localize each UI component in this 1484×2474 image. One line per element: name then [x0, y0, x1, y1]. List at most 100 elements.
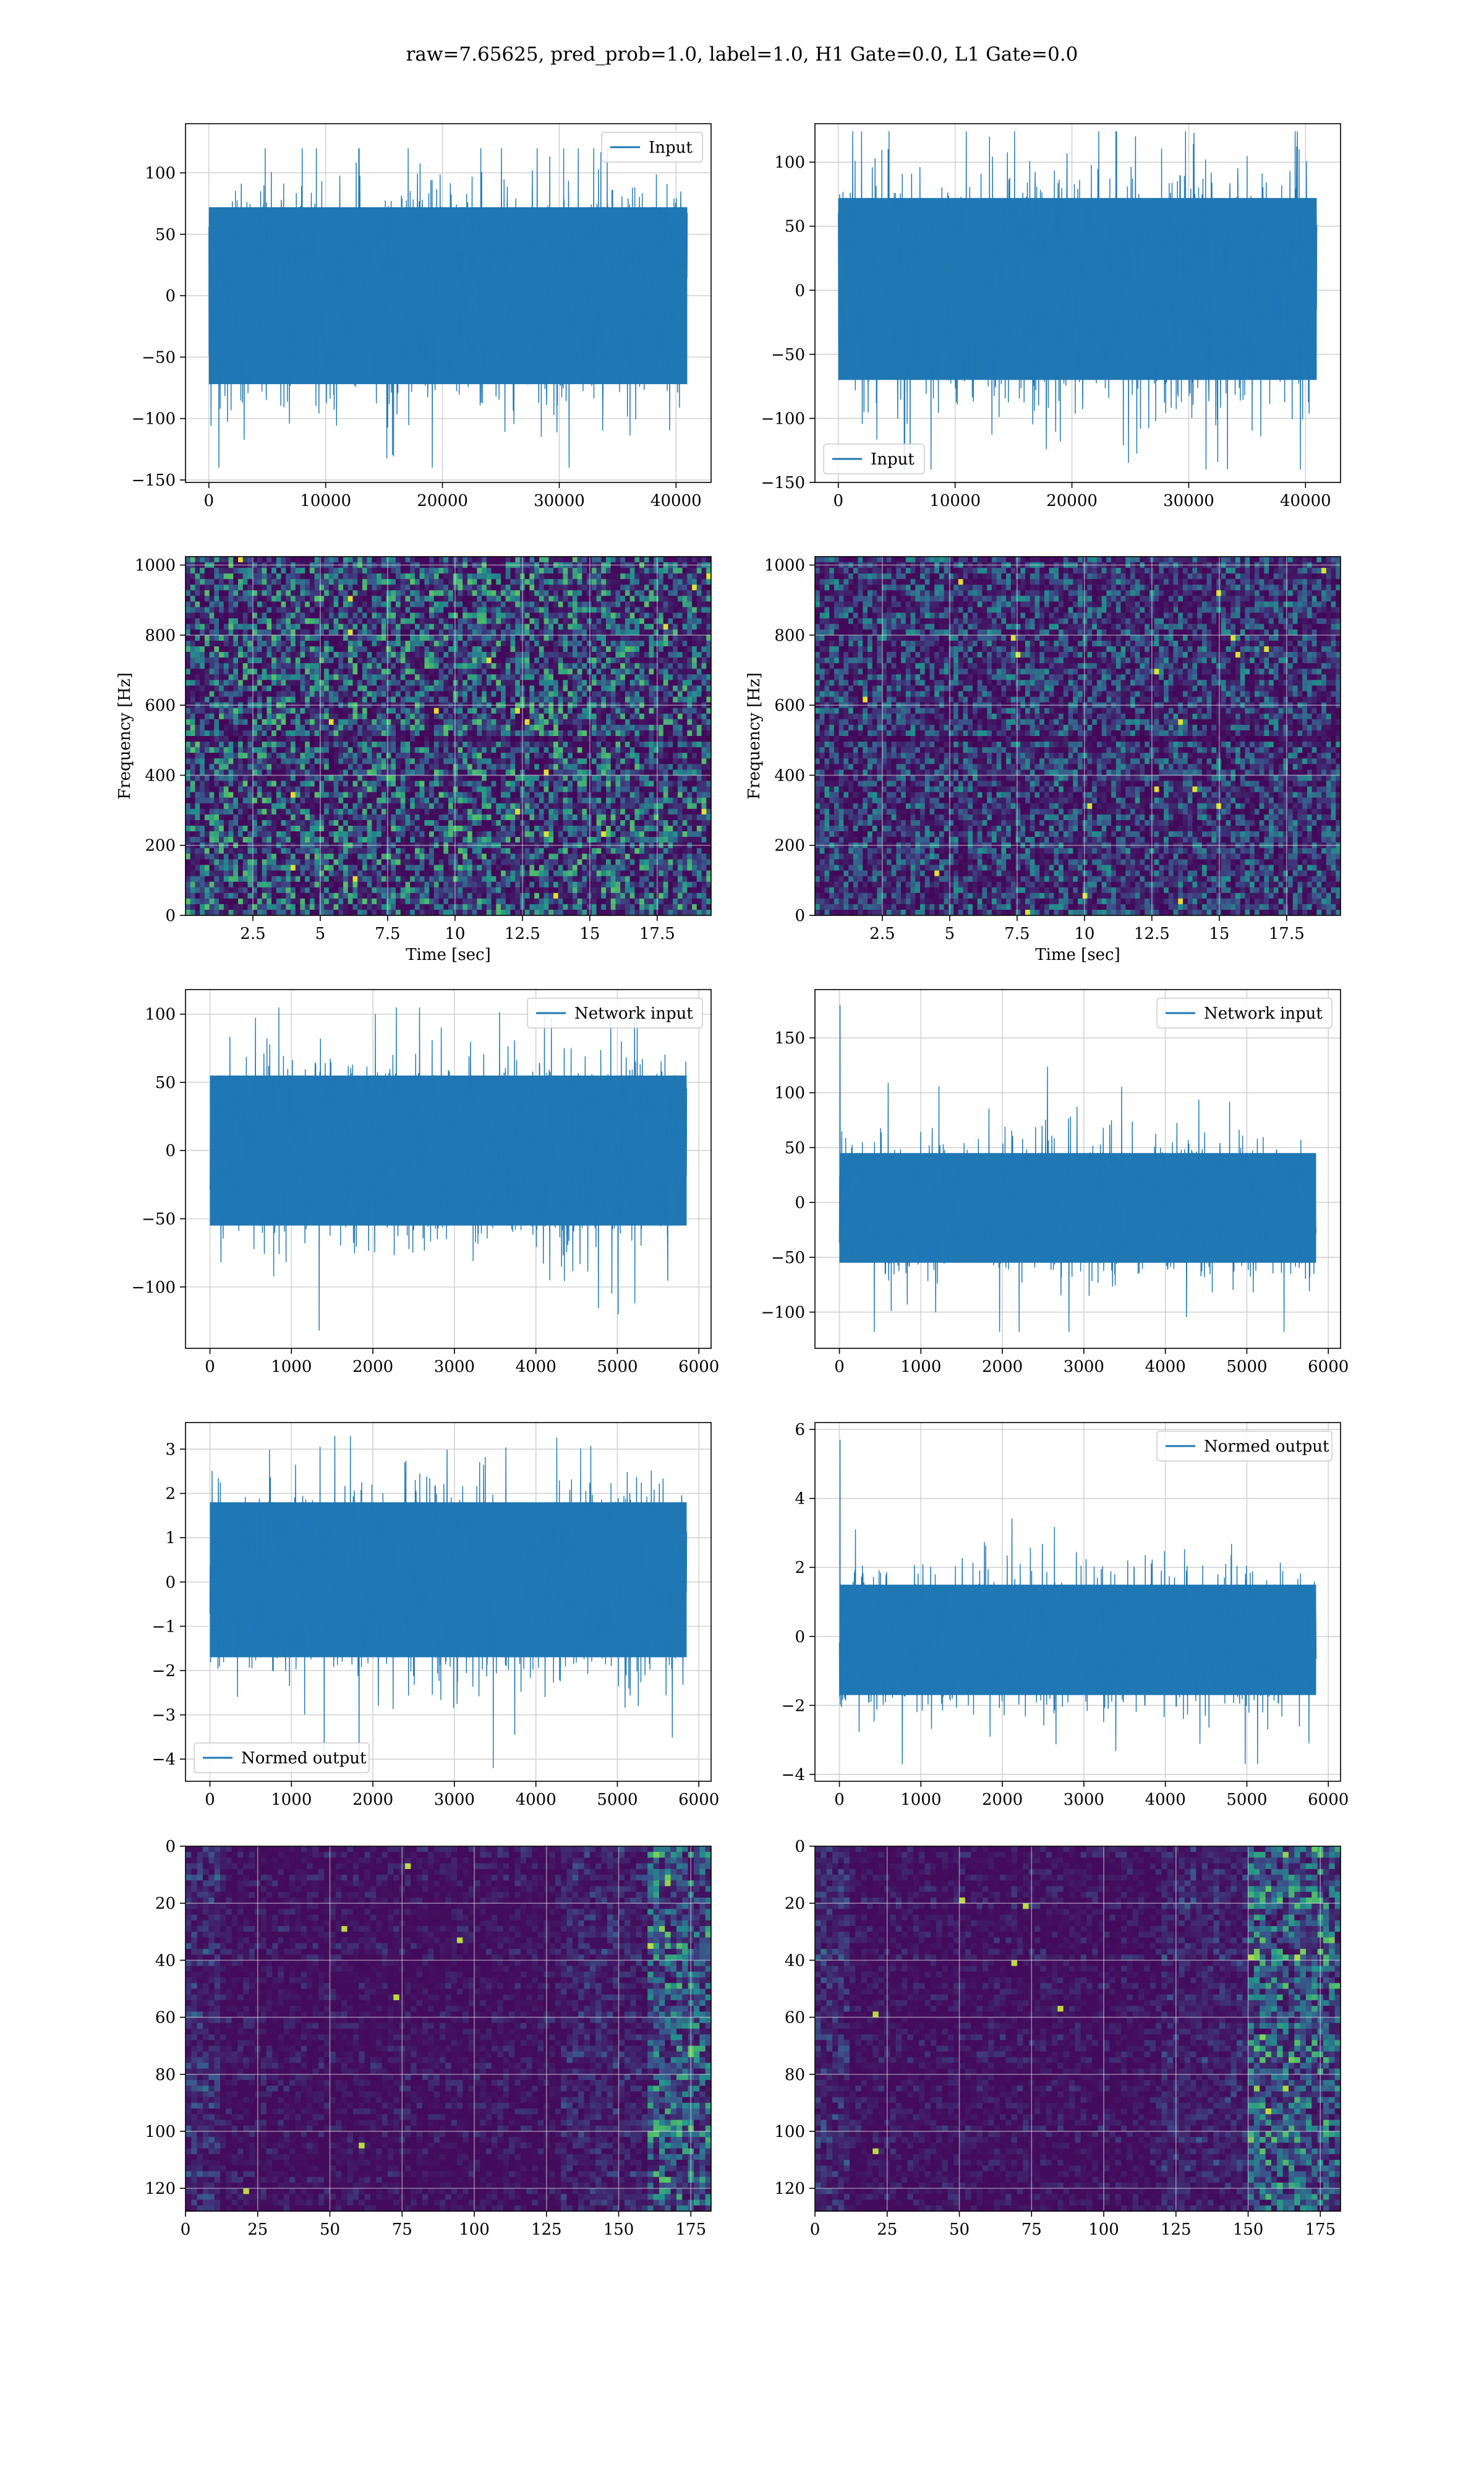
h1-spectrogram-xlabel: Time [sec] [406, 946, 491, 964]
l1-spectrogram-ylabel: Frequency [Hz] [745, 672, 764, 800]
l1-input-ytick-label: −100 [761, 409, 805, 428]
l1-spectrogram-frame [814, 556, 1341, 916]
l1-normed-output-ytick-label: −2 [782, 1697, 805, 1715]
h1-input-ytick-label: 50 [155, 226, 176, 244]
h1-spectrogram-xtick-label: 7.5 [375, 925, 400, 943]
h1-input-xtick-label: 40000 [650, 492, 702, 510]
l1-input-signal-line [838, 131, 1318, 470]
h1-network-input-ytick-label: 100 [145, 1006, 176, 1024]
h1-spectrogram-frame [185, 556, 712, 916]
h1-feature-map-xtick-label: 0 [181, 2220, 191, 2239]
l1-spectrogram-xlabel: Time [sec] [1035, 946, 1120, 964]
h1-feature-map-chart: 0 25 50 75 100 125 150 175 0 20 40 60 80 100 120 [145, 1838, 712, 2239]
h1-feature-map-ytick-label: 80 [155, 2066, 176, 2084]
h1-normed-output-xtick-label: 0 [205, 1791, 215, 1809]
l1-input-xtick-label: 20000 [1046, 492, 1098, 510]
h1-spectrogram-panel: 2.5 5 7.5 10 12.5 15 17.5 0 200 400 600 800 1000 Time… [111, 544, 723, 980]
l1-normed-output-ytick-label: 4 [795, 1490, 805, 1509]
l1-spectrogram-xtick-label: 10 [1074, 925, 1094, 943]
h1-network-input-chart: 0 1000 2000 3000 4000 5000 6000 −100 −50 0 50 100 Ne… [132, 989, 719, 1376]
l1-spectrogram-heatmap-cells [815, 557, 1341, 915]
h1-feature-map-ytick-label: 40 [155, 1951, 176, 1970]
l1-normed-output-xtick-label: 6000 [1308, 1791, 1349, 1809]
l1-feature-map-chart: 0 25 50 75 100 125 150 175 0 20 40 60 80 100 120 [774, 1838, 1341, 2239]
l1-feature-map-xtick-label: 100 [1088, 2220, 1119, 2239]
l1-input-legend-label: Input [871, 450, 915, 469]
h1-network-input-xtick-label: 4000 [516, 1358, 556, 1376]
l1-network-input-ytick-label: 0 [795, 1194, 805, 1212]
l1-normed-output-xtick-label: 1000 [900, 1791, 941, 1809]
l1-normed-output-ytick-label: 0 [795, 1628, 805, 1646]
l1-normed-output-ytick-label: 6 [795, 1421, 805, 1439]
l1-normed-output-xtick-label: 5000 [1226, 1791, 1267, 1809]
h1-feature-map-gridlines [185, 1846, 711, 2211]
l1-feature-map-ytick-label: 20 [785, 1894, 805, 1913]
h1-normed-output-ytick-label: 3 [165, 1440, 176, 1459]
l1-feature-map-frame [814, 1846, 1341, 2212]
h1-input-xtick-label: 10000 [300, 492, 351, 510]
h1-normed-output-chart: 0 1000 2000 3000 4000 5000 6000 −4 −3 −2 −1 0 1 2 3 Nor… [152, 1422, 719, 1809]
l1-spectrogram-ytick-label: 400 [774, 766, 805, 785]
h1-network-input-panel: 0 1000 2000 3000 4000 5000 6000 −100 −50 0 50 100 Ne… [111, 977, 723, 1413]
h1-feature-map-xtick-label: 100 [459, 2220, 490, 2239]
h1-feature-map-xtick-label: 25 [247, 2220, 268, 2239]
h1-input-xtick-label: 30000 [534, 492, 585, 510]
h1-spectrogram-xtick-label: 17.5 [639, 925, 675, 943]
h1-network-input-ytick-label: 0 [165, 1142, 176, 1160]
l1-network-input-xtick-label: 2000 [982, 1358, 1023, 1376]
l1-network-input-signal-line [838, 1004, 1317, 1332]
l1-normed-output-xtick-label: 0 [834, 1791, 845, 1809]
l1-spectrogram-xtick-label: 2.5 [869, 925, 895, 943]
l1-input-ytick-label: −50 [771, 346, 805, 364]
h1-normed-output-ytick-label: −1 [152, 1617, 176, 1636]
h1-normed-output-signal-line [209, 1436, 688, 1768]
h1-normed-output-frame [185, 1422, 712, 1782]
l1-network-input-xtick-label: 3000 [1064, 1358, 1104, 1376]
l1-spectrogram-xtick-label: 12.5 [1134, 925, 1170, 943]
h1-input-ytick-label: 0 [165, 287, 176, 306]
h1-network-input-signal-line [209, 1007, 688, 1331]
l1-spectrogram-ytick-label: 1000 [764, 557, 805, 575]
h1-feature-map-ytick-label: 120 [145, 2180, 176, 2198]
l1-network-input-ytick-label: 150 [774, 1029, 805, 1048]
l1-feature-map-xtick-label: 150 [1233, 2220, 1264, 2239]
h1-feature-map-ytick-label: 60 [155, 2009, 176, 2027]
h1-spectrogram-ytick-label: 400 [145, 766, 176, 785]
l1-network-input-legend: Network input [1156, 998, 1333, 1029]
l1-feature-map-xtick-label: 75 [1021, 2220, 1042, 2239]
h1-feature-map-xtick-label: 175 [675, 2220, 706, 2239]
l1-feature-map-ytick-label: 100 [774, 2123, 805, 2141]
h1-normed-output-ytick-label: −3 [152, 1706, 176, 1725]
l1-network-input-ytick-label: 100 [774, 1084, 805, 1103]
l1-feature-map-ytick-label: 40 [785, 1951, 805, 1970]
l1-input-panel: 0 10000 20000 30000 40000 −150 −100 −50 0 50 100 In… [741, 111, 1353, 547]
h1-network-input-xtick-label: 1000 [271, 1358, 312, 1376]
l1-spectrogram-ytick-label: 800 [774, 627, 805, 645]
l1-network-input-xtick-label: 0 [834, 1358, 845, 1376]
h1-input-ytick-label: 100 [145, 164, 176, 182]
l1-feature-map-ytick-label: 60 [785, 2009, 805, 2027]
h1-input-legend: Input [601, 132, 703, 163]
l1-normed-output-legend: Normed output [1156, 1431, 1333, 1462]
h1-normed-output-xtick-label: 4000 [516, 1791, 556, 1809]
l1-input-xtick-label: 0 [834, 492, 844, 510]
l1-feature-map-xtick-label: 50 [949, 2220, 970, 2239]
l1-network-input-ytick-label: −100 [761, 1303, 805, 1322]
l1-feature-map-xtick-label: 125 [1161, 2220, 1192, 2239]
l1-input-xtick-label: 40000 [1280, 492, 1331, 510]
l1-spectrogram-ytick-label: 600 [774, 696, 805, 715]
h1-network-input-xtick-label: 3000 [434, 1358, 475, 1376]
h1-feature-map-xtick-label: 50 [320, 2220, 340, 2239]
h1-normed-output-xtick-label: 1000 [271, 1791, 312, 1809]
h1-input-frame [185, 123, 712, 483]
l1-input-xtick-label: 10000 [929, 492, 981, 510]
h1-normed-output-ytick-label: 2 [165, 1485, 176, 1504]
h1-input-chart: 0 10000 20000 30000 40000 −150 −100 −50 0 50 100 In… [132, 123, 712, 510]
h1-spectrogram-ylabel: Frequency [Hz] [116, 672, 134, 800]
l1-input-ytick-label: 50 [785, 218, 805, 236]
h1-input-xtick-label: 20000 [417, 492, 468, 510]
h1-normed-output-xtick-label: 6000 [678, 1791, 719, 1809]
l1-feature-map-panel: 0 25 50 75 100 125 150 175 0 20 40 60 80 100 120 [741, 1834, 1353, 2275]
l1-network-input-ytick-label: 50 [785, 1139, 805, 1157]
h1-spectrogram-xtick-label: 15 [579, 925, 600, 943]
